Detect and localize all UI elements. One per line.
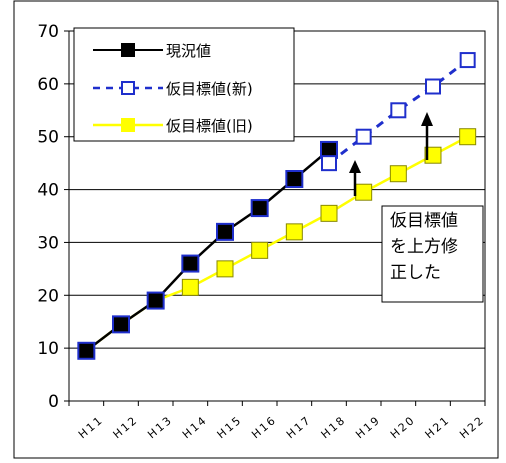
y-tick-label: 40 xyxy=(37,181,59,201)
data-point xyxy=(78,343,94,359)
data-point xyxy=(390,166,406,182)
y-tick-label: 30 xyxy=(37,233,59,253)
y-tick-label: 20 xyxy=(37,286,59,306)
legend: 現況値 仮目標値(新) 仮目標値(旧) xyxy=(74,28,294,141)
legend-swatch-current-marker xyxy=(121,43,135,57)
annotation-box: 仮目標値 を上方修 正した xyxy=(382,206,483,302)
data-point xyxy=(217,224,233,240)
y-tick-label: 50 xyxy=(37,128,59,148)
data-point xyxy=(460,129,476,145)
data-point xyxy=(148,293,164,309)
y-tick-label: 10 xyxy=(37,339,59,359)
data-point xyxy=(182,256,198,272)
legend-label-old-target: 仮目標値(旧) xyxy=(166,117,253,135)
y-tick-label: 60 xyxy=(37,75,59,95)
annotation-line-1: 仮目標値 xyxy=(390,211,458,231)
data-point xyxy=(321,205,337,221)
annotation-line-2: を上方修 xyxy=(390,237,458,257)
data-point xyxy=(322,156,336,170)
data-point xyxy=(357,130,371,144)
legend-swatch-new-marker xyxy=(122,82,134,94)
y-tick-label: 70 xyxy=(37,22,59,42)
legend-swatch-old-marker xyxy=(121,118,135,132)
legend-label-new-target: 仮目標値(新) xyxy=(166,80,253,98)
y-tick-label: 0 xyxy=(48,392,59,412)
data-point xyxy=(286,171,302,187)
data-point xyxy=(461,53,475,67)
data-point xyxy=(252,200,268,216)
data-point xyxy=(113,316,129,332)
data-point xyxy=(286,224,302,240)
data-point xyxy=(252,242,268,258)
legend-label-current: 現況値 xyxy=(166,42,211,60)
data-point xyxy=(426,80,440,94)
annotation-line-3: 正した xyxy=(390,263,441,283)
data-point xyxy=(217,261,233,277)
data-point xyxy=(182,279,198,295)
data-point xyxy=(391,103,405,117)
data-point xyxy=(356,184,372,200)
